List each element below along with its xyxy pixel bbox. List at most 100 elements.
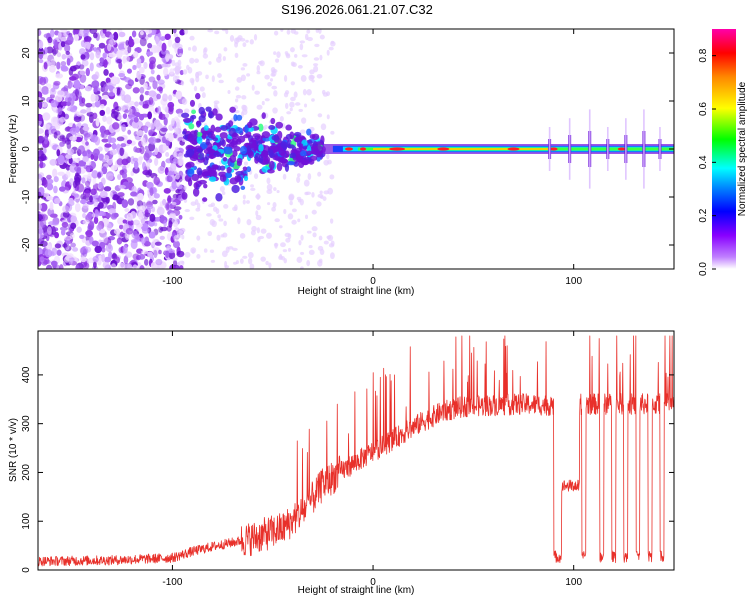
spectrogram-faint-speck	[245, 200, 250, 204]
spectrogram-faint-speck	[282, 249, 288, 253]
snr-x-tick-label: 0	[370, 577, 376, 588]
spectrogram-faint-speck	[242, 199, 246, 205]
spectrogram-noise-speck	[38, 135, 45, 144]
spectrogram-faint-speck	[308, 244, 313, 249]
spectrogram-noise-speck	[101, 246, 106, 253]
spectrogram-noise-speck	[102, 261, 110, 269]
snr-y-label: SNR (10 * v/v)	[8, 418, 19, 482]
spectrogram-faint-speck	[236, 76, 243, 83]
spectrogram-faint-speck	[224, 265, 230, 269]
spectrogram-noise-speck	[148, 142, 156, 152]
spectrogram-noise-speck	[56, 61, 61, 70]
spectrogram-faint-speck	[217, 53, 222, 59]
spectrogram-noise-speck	[66, 141, 72, 150]
spectrogram-line-peak	[617, 147, 626, 151]
spectrogram-noise-speck	[175, 90, 183, 100]
spectrogram-faint-speck	[320, 123, 327, 131]
spectrogram-noise-speck	[101, 138, 109, 143]
spectrogram-noise-speck	[146, 204, 154, 210]
spectrogram-noise-speck	[161, 63, 169, 68]
spectrogram-faint-speck	[279, 116, 284, 122]
spectrogram-faint-speck	[306, 36, 313, 42]
spectrogram-noise-speck	[120, 143, 127, 148]
spectrogram-faint-speck	[308, 74, 314, 81]
spectrogram-faint-speck	[285, 52, 290, 57]
spectrogram-noise-speck	[54, 243, 62, 249]
spectrogram-noise-speck	[49, 29, 55, 38]
spectrogram-noise-speck	[172, 29, 177, 34]
spectrogram-noise-speck	[141, 250, 149, 255]
spectrogram-faint-speck	[173, 170, 178, 175]
spectrogram-faint-speck	[196, 254, 201, 259]
spectrogram-faint-speck	[326, 153, 330, 160]
spectrogram-noise-speck	[62, 211, 70, 218]
snr-x-ticks: -100 0 100	[162, 331, 582, 588]
spectrogram-faint-speck	[175, 75, 180, 79]
spectrogram-noise-speck	[74, 202, 81, 213]
spectrogram-faint-speck	[284, 102, 289, 110]
snr-panel: -100 0 100 0 100 200 300 400 Height of straigh…	[8, 330, 675, 596]
spectrogram-faint-speck	[271, 85, 278, 90]
spectrogram-faint-speck	[250, 184, 255, 188]
spectrogram-noise-speck	[72, 247, 79, 252]
spectrogram-faint-speck	[260, 228, 267, 234]
spectrogram-signal-blob	[258, 123, 264, 132]
spectrogram-noise-speck	[108, 251, 113, 260]
spectrogram-faint-speck	[267, 81, 272, 87]
spectrogram-faint-speck	[287, 247, 291, 252]
spectrogram-line-peak	[549, 147, 558, 151]
spectrogram-faint-speck	[266, 177, 271, 185]
spectrogram-noise-speck	[139, 94, 144, 102]
spectrogram-faint-speck	[232, 247, 238, 251]
spectrogram-noise-speck	[57, 90, 64, 96]
spectrogram-faint-speck	[241, 95, 247, 100]
spectrogram-noise-speck	[62, 205, 70, 213]
spectrogram-faint-speck	[184, 251, 191, 258]
spectrogram-signal-blob	[195, 92, 201, 100]
spectrogram-noise-speck	[153, 45, 162, 53]
spectrogram-faint-speck	[300, 266, 304, 269]
spectrogram-noise-speck	[158, 249, 162, 255]
spectrogram-faint-speck	[223, 220, 227, 227]
spectrogram-faint-speck	[273, 90, 278, 97]
spectrogram-noise-speck	[132, 64, 137, 71]
spectrogram-noise-speck	[75, 264, 80, 269]
spectrogram-noise-speck	[66, 253, 74, 258]
spectrogram-noise-speck	[59, 226, 68, 231]
spectrogram-noise-speck	[102, 211, 107, 217]
spectrogram-noise-speck	[149, 213, 156, 222]
spectrogram-signal-blob	[237, 135, 246, 143]
spectrogram-faint-speck	[311, 98, 315, 102]
spectrogram-signal-blob	[275, 121, 284, 129]
spectrogram-faint-speck	[282, 173, 287, 180]
spectrogram-faint-speck	[246, 73, 251, 77]
spectrogram-noise-speck	[112, 122, 120, 130]
spectrogram-noise-speck	[104, 143, 112, 148]
spectrogram-noise-speck	[79, 70, 86, 76]
spectrogram-faint-speck	[203, 48, 207, 56]
spectrogram-faint-speck	[233, 261, 238, 265]
spectrogram-signal-blob	[243, 175, 249, 182]
spectrogram-noise-speck	[156, 206, 165, 216]
spectrogram-noise-speck	[121, 124, 127, 132]
spectrogram-signal-blob	[240, 145, 247, 155]
spectrogram-faint-speck	[222, 232, 228, 238]
spectrogram-faint-speck	[206, 213, 212, 217]
spectrogram-signal-blob	[299, 143, 304, 150]
spectrogram-faint-speck	[304, 103, 308, 108]
spectrogram-noise-speck	[133, 37, 140, 44]
spectrogram-faint-speck	[315, 29, 319, 33]
spectrogram-noise-speck	[144, 258, 149, 266]
spectrogram-faint-speck	[235, 98, 239, 103]
spectrogram-faint-speck	[316, 201, 322, 207]
spectrogram-noise-speck	[84, 189, 91, 198]
spectrogram-faint-speck	[308, 249, 315, 255]
spectrogram-noise-speck	[160, 36, 166, 41]
spectrogram-noise-speck	[136, 130, 145, 137]
spectrogram-faint-speck	[313, 57, 320, 61]
spectrogram-signal-blob	[315, 141, 324, 146]
spectrogram-faint-speck	[184, 209, 191, 213]
spectrogram-noise-speck	[144, 145, 149, 150]
spectrogram-noise-speck	[137, 156, 143, 166]
spectrogram-noise-speck	[103, 186, 112, 192]
